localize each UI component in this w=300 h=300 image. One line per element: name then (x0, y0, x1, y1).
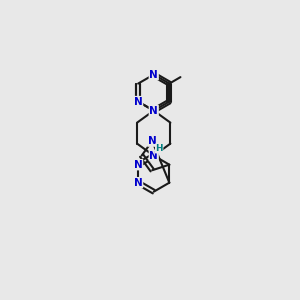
Text: H: H (155, 144, 163, 153)
Text: N: N (148, 136, 157, 146)
Text: N: N (149, 106, 158, 116)
Text: N: N (134, 160, 142, 170)
Text: N: N (149, 70, 158, 80)
Text: N: N (134, 97, 142, 106)
Text: N: N (149, 151, 158, 161)
Text: N: N (134, 178, 142, 188)
